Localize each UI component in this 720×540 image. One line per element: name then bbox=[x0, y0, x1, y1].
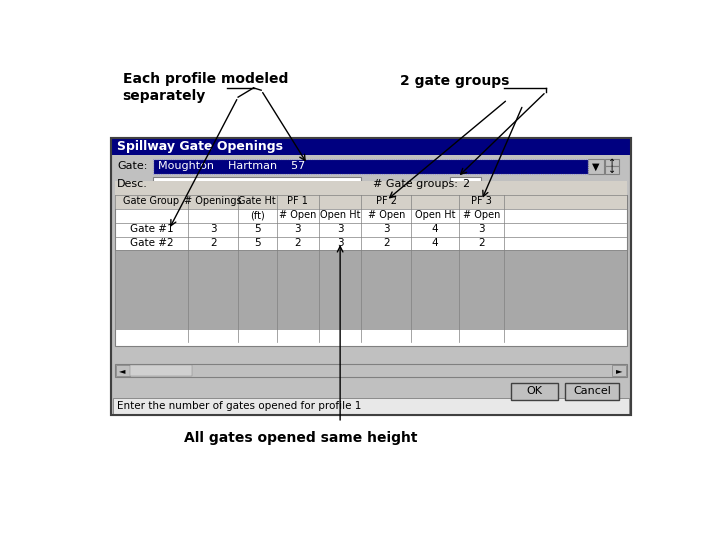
Text: 3: 3 bbox=[383, 224, 390, 234]
Bar bbox=[565, 383, 619, 400]
Text: OK: OK bbox=[526, 386, 543, 396]
Text: # Openings: # Openings bbox=[184, 196, 242, 206]
Bar bbox=[112, 398, 629, 414]
Bar bbox=[115, 195, 627, 346]
Bar bbox=[115, 364, 627, 377]
Text: # Open: # Open bbox=[463, 210, 500, 220]
Bar bbox=[111, 138, 631, 155]
Text: Enter the number of gates opened for profile 1: Enter the number of gates opened for pro… bbox=[117, 401, 361, 411]
Text: Gate Ht: Gate Ht bbox=[238, 196, 276, 206]
Bar bbox=[588, 159, 604, 174]
Bar bbox=[511, 383, 558, 400]
Text: ▼: ▼ bbox=[593, 161, 600, 171]
Text: ►: ► bbox=[616, 366, 623, 375]
Text: ↑: ↑ bbox=[608, 158, 616, 167]
Text: # Open: # Open bbox=[368, 210, 405, 220]
Text: 2: 2 bbox=[478, 238, 485, 248]
Bar bbox=[115, 251, 627, 330]
Text: Open Ht: Open Ht bbox=[320, 210, 361, 220]
Bar bbox=[111, 138, 631, 415]
Text: 3: 3 bbox=[337, 224, 343, 234]
Text: Moughton    Hartman    57: Moughton Hartman 57 bbox=[158, 161, 305, 171]
Text: PF 3: PF 3 bbox=[471, 196, 492, 206]
Text: 3: 3 bbox=[294, 224, 301, 234]
Text: 3: 3 bbox=[478, 224, 485, 234]
Bar bbox=[153, 159, 588, 174]
Text: Gate #1: Gate #1 bbox=[130, 224, 174, 234]
Text: Gate:: Gate: bbox=[117, 161, 148, 171]
Text: 2: 2 bbox=[462, 179, 469, 189]
Text: 5: 5 bbox=[254, 238, 261, 248]
Bar bbox=[606, 159, 619, 166]
Bar bbox=[450, 177, 481, 191]
Text: # Gate groups:: # Gate groups: bbox=[373, 179, 458, 189]
Text: 2: 2 bbox=[294, 238, 301, 248]
Text: 2: 2 bbox=[210, 238, 217, 248]
Text: # Open: # Open bbox=[279, 210, 317, 220]
Text: 4: 4 bbox=[432, 224, 438, 234]
Text: Desc.: Desc. bbox=[117, 179, 148, 189]
Text: 2 gate groups: 2 gate groups bbox=[400, 74, 509, 88]
Text: Spillway Gate Openings: Spillway Gate Openings bbox=[117, 140, 283, 153]
Text: 2: 2 bbox=[383, 238, 390, 248]
Text: 4: 4 bbox=[432, 238, 438, 248]
Text: ↓: ↓ bbox=[608, 165, 616, 176]
Text: (ft): (ft) bbox=[250, 210, 265, 220]
Bar bbox=[606, 166, 619, 174]
Text: 3: 3 bbox=[337, 238, 343, 248]
Text: PF 2: PF 2 bbox=[376, 196, 397, 206]
Text: All gates opened same height: All gates opened same height bbox=[184, 431, 418, 446]
Bar bbox=[153, 177, 361, 191]
Text: Cancel: Cancel bbox=[573, 386, 611, 396]
Text: PF 1: PF 1 bbox=[287, 196, 308, 206]
Bar bbox=[116, 365, 130, 376]
Text: Gate Group: Gate Group bbox=[123, 196, 179, 206]
Text: Each profile modeled
separately: Each profile modeled separately bbox=[122, 72, 288, 103]
Bar bbox=[111, 138, 631, 415]
Text: 3: 3 bbox=[210, 224, 217, 234]
Bar bbox=[115, 181, 627, 209]
Text: Gate #2: Gate #2 bbox=[130, 238, 174, 248]
Text: 5: 5 bbox=[254, 224, 261, 234]
Bar bbox=[153, 159, 588, 174]
Bar bbox=[612, 365, 626, 376]
Text: ◄: ◄ bbox=[120, 366, 126, 375]
Text: Open Ht: Open Ht bbox=[415, 210, 456, 220]
Bar bbox=[130, 365, 192, 376]
